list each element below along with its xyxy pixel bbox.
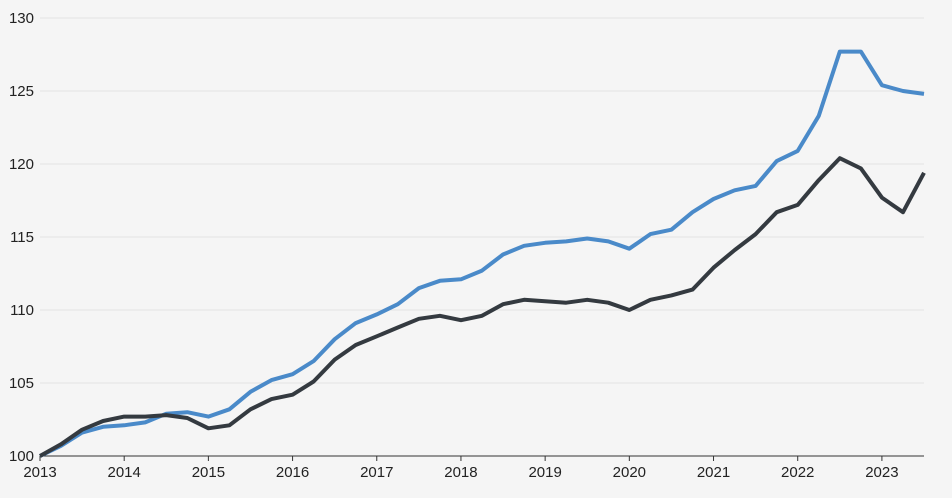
y-tick-label: 110 (10, 302, 34, 319)
series-line-2 (39, 156, 926, 458)
y-tick-label: 115 (10, 229, 34, 246)
gridlines (40, 17, 924, 384)
x-tick-label: 2018 (444, 464, 477, 481)
x-tick-label: 2021 (697, 464, 730, 481)
x-tick-label: 2013 (23, 464, 56, 481)
y-tick-label: 125 (9, 83, 34, 100)
x-tick-label: 2019 (528, 464, 561, 481)
y-tick-label: 130 (9, 10, 34, 27)
tick-labels: 100 105 110 115 120 125 130 2013 2014 2015 2016 201… (9, 10, 899, 481)
x-tick-label: 2015 (192, 464, 225, 481)
x-tick-label: 2017 (360, 464, 393, 481)
y-tick-label: 120 (9, 156, 34, 173)
x-tick-label: 2022 (781, 464, 814, 481)
x-tick-label: 2014 (108, 464, 141, 481)
x-tick-label: 2023 (865, 464, 898, 481)
y-tick-label: 100 (9, 448, 34, 465)
series-line-1 (39, 49, 925, 458)
y-tick-label: 105 (9, 375, 34, 392)
series-lines (39, 49, 926, 458)
x-tick-label: 2020 (613, 464, 646, 481)
x-tick-label: 2016 (276, 464, 309, 481)
axes (39, 455, 924, 461)
